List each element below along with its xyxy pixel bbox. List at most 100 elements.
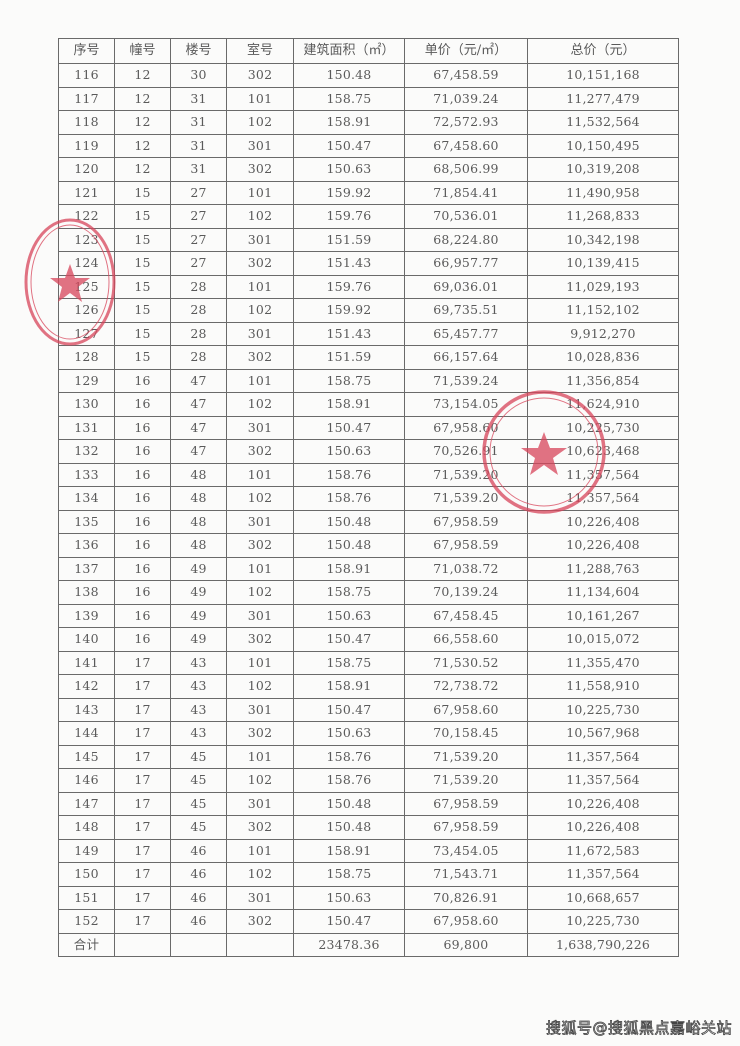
area-cell: 158.91 [293,556,405,581]
building-cell: 17 [114,650,171,675]
building-cell: 17 [114,885,171,910]
building-cell: 16 [114,627,171,652]
unit-price-cell: 68,506.99 [404,157,528,182]
table-row: 143 17 43 301 150.47 67,958.60 10,225,730 [58,697,679,722]
floor-cell: 27 [170,180,227,205]
room-cell: 301 [226,603,294,628]
total-price-cell: 10,225,730 [527,415,679,440]
column-header: 楼号 [170,38,227,64]
floor-cell: 46 [170,862,227,887]
building-cell: 16 [114,556,171,581]
building-cell: 15 [114,227,171,252]
table-row: 127 15 28 301 151.43 65,457.77 9,912,270 [58,321,679,346]
total-price-cell: 11,357,564 [527,486,679,511]
total-price-cell: 11,357,564 [527,462,679,487]
room-cell: 101 [226,368,294,393]
room-cell: 302 [226,909,294,934]
column-header: 单价（元/㎡） [404,38,528,64]
area-cell: 150.63 [293,439,405,464]
table-row: 118 12 31 102 158.91 72,572.93 11,532,564 [58,110,679,135]
building-cell: 17 [114,768,171,793]
building-cell: 17 [114,697,171,722]
area-cell: 150.63 [293,885,405,910]
area-cell: 158.91 [293,110,405,135]
seq-cell: 140 [58,627,115,652]
seq-cell: 120 [58,157,115,182]
area-cell: 158.75 [293,580,405,605]
table-row: 148 17 45 302 150.48 67,958.59 10,226,408 [58,815,679,840]
total-price-cell: 10,151,168 [527,63,679,88]
room-cell: 102 [226,580,294,605]
unit-price-cell: 67,958.59 [404,791,528,816]
area-cell: 158.76 [293,768,405,793]
floor-cell: 30 [170,63,227,88]
room-cell: 101 [226,462,294,487]
floor-cell: 45 [170,768,227,793]
room-cell: 101 [226,744,294,769]
unit-price-cell: 70,158.45 [404,721,528,746]
total-price-cell: 10,015,072 [527,627,679,652]
area-cell: 23478.36 [293,932,405,957]
total-price-cell: 11,490,958 [527,180,679,205]
building-cell: 15 [114,345,171,370]
total-price-cell: 11,268,833 [527,204,679,229]
room-cell: 102 [226,110,294,135]
floor-cell: 48 [170,509,227,534]
room-cell: 301 [226,885,294,910]
table-row: 128 15 28 302 151.59 66,157.64 10,028,836 [58,345,679,370]
column-header: 建筑面积（㎡） [293,38,405,64]
total-price-cell: 11,277,479 [527,86,679,111]
unit-price-cell: 69,036.01 [404,274,528,299]
table-row: 133 16 48 101 158.76 71,539.20 11,357,564 [58,462,679,487]
room-cell: 101 [226,650,294,675]
building-cell: 16 [114,580,171,605]
building-cell: 16 [114,486,171,511]
floor-cell: 28 [170,345,227,370]
building-cell: 12 [114,133,171,158]
floor-cell: 46 [170,909,227,934]
seq-cell: 131 [58,415,115,440]
unit-price-cell: 65,457.77 [404,321,528,346]
seq-cell: 138 [58,580,115,605]
seq-cell: 124 [58,251,115,276]
unit-price-cell: 72,738.72 [404,674,528,699]
room-cell: 302 [226,815,294,840]
seq-cell: 136 [58,533,115,558]
seq-cell: 133 [58,462,115,487]
unit-price-cell: 70,139.24 [404,580,528,605]
total-price-cell: 11,355,470 [527,650,679,675]
column-header: 室号 [226,38,294,64]
building-cell: 16 [114,462,171,487]
seq-cell: 141 [58,650,115,675]
floor-cell: 45 [170,791,227,816]
room-cell: 101 [226,180,294,205]
table-row: 134 16 48 102 158.76 71,539.20 11,357,564 [58,486,679,511]
area-cell: 159.92 [293,298,405,323]
table-row: 144 17 43 302 150.63 70,158.45 10,567,968 [58,721,679,746]
floor-cell: 28 [170,321,227,346]
table-row: 141 17 43 101 158.75 71,530.52 11,355,470 [58,650,679,675]
unit-price-cell: 67,958.59 [404,815,528,840]
building-cell: 17 [114,909,171,934]
total-price-cell: 11,624,910 [527,392,679,417]
building-cell: 17 [114,791,171,816]
building-cell: 17 [114,721,171,746]
table-row: 124 15 27 302 151.43 66,957.77 10,139,415 [58,251,679,276]
total-price-cell: 11,672,583 [527,838,679,863]
seq-cell: 121 [58,180,115,205]
table-row: 117 12 31 101 158.75 71,039.24 11,277,479 [58,86,679,111]
table-row: 147 17 45 301 150.48 67,958.59 10,226,408 [58,791,679,816]
building-cell: 12 [114,63,171,88]
seq-cell: 152 [58,909,115,934]
unit-price-cell: 71,530.52 [404,650,528,675]
seq-cell: 合计 [58,932,115,957]
seq-cell: 151 [58,885,115,910]
total-price-cell: 10,226,408 [527,791,679,816]
floor-cell: 28 [170,298,227,323]
area-cell: 158.76 [293,462,405,487]
table-row: 123 15 27 301 151.59 68,224.80 10,342,198 [58,227,679,252]
floor-cell: 49 [170,580,227,605]
total-price-cell: 10,161,267 [527,603,679,628]
building-cell: 12 [114,110,171,135]
unit-price-cell: 71,543.71 [404,862,528,887]
